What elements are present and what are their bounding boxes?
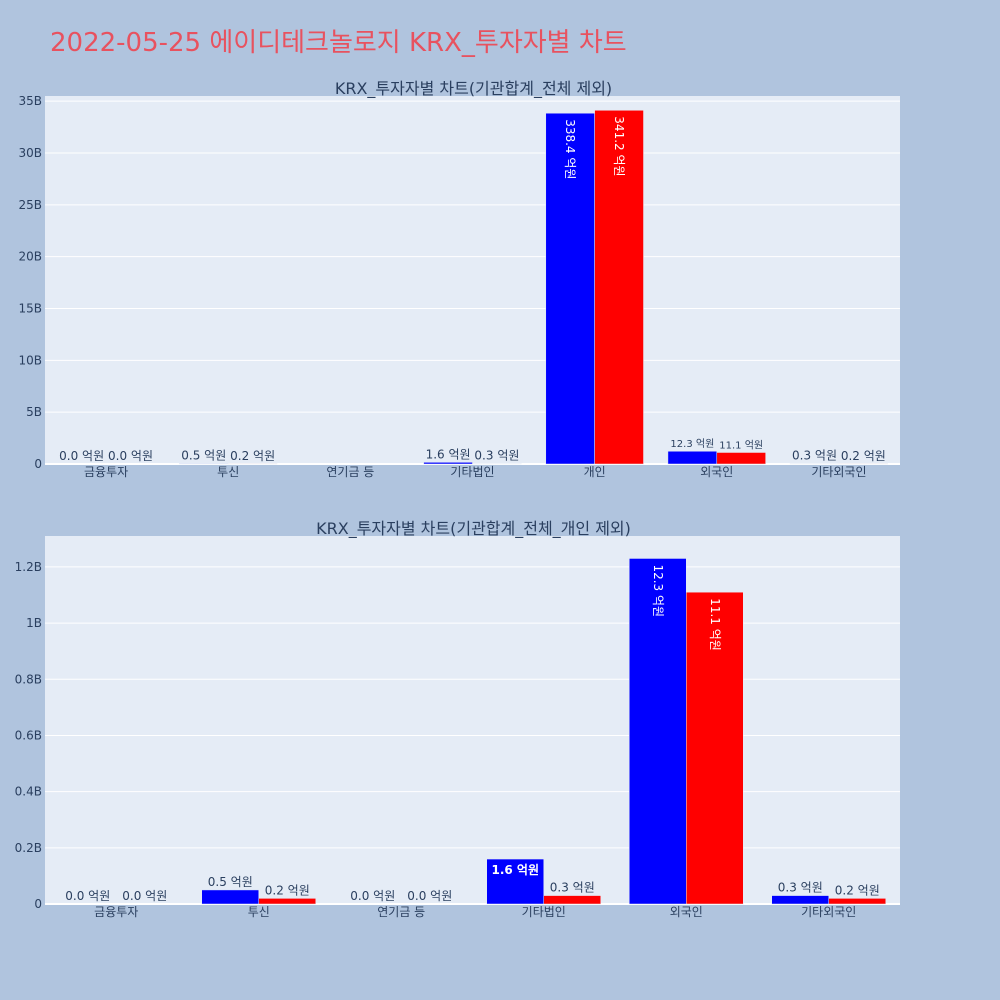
data-label: 1.6 억원 bbox=[491, 863, 539, 877]
data-label: 341.2 억원 bbox=[612, 116, 626, 176]
y-tick-label: 0 bbox=[34, 457, 42, 471]
chart-title: KRX_투자자별 차트(기관합계_전체_개인 제외) bbox=[316, 519, 631, 539]
data-label: 0.2 억원 bbox=[265, 883, 310, 897]
y-tick-label: 35B bbox=[18, 94, 42, 108]
data-label: 0.3 억원 bbox=[792, 449, 837, 463]
chart-title: KRX_투자자별 차트(기관합계_전체 제외) bbox=[335, 79, 612, 99]
x-tick-label: 투신 bbox=[248, 905, 270, 919]
y-tick-label: 1B bbox=[26, 616, 42, 630]
y-tick-label: 1.2B bbox=[15, 560, 42, 574]
x-tick-label: 기타외국인 bbox=[801, 905, 856, 919]
bar bbox=[201, 889, 259, 905]
x-tick-label: 기타외국인 bbox=[811, 465, 866, 479]
y-tick-label: 30B bbox=[18, 146, 42, 160]
y-tick-label: 10B bbox=[18, 353, 42, 367]
x-tick-label: 금융투자 bbox=[84, 465, 128, 479]
data-label: 0.2 억원 bbox=[230, 449, 275, 463]
y-tick-label: 0.8B bbox=[15, 672, 42, 686]
x-tick-label: 외국인 bbox=[700, 465, 733, 479]
data-label: 0.2 억원 bbox=[835, 883, 880, 897]
data-label: 0.3 억원 bbox=[474, 449, 519, 463]
data-label: 12.3 억원 bbox=[670, 438, 714, 450]
x-tick-label: 연기금 등 bbox=[377, 905, 425, 919]
chart-bottom: 0 0.2B 0.4B 0.6B 0.8B 1B 1.2B KRX_투자자별 차트(기관합계_… bbox=[15, 519, 900, 919]
data-label: 1.6 억원 bbox=[426, 447, 471, 461]
page-title: 2022-05-25 에이디테크놀로지 KRX_투자자별 차트 bbox=[50, 28, 627, 58]
bar bbox=[423, 462, 473, 465]
data-label: 0.3 억원 bbox=[550, 881, 595, 895]
x-tick-label: 외국인 bbox=[670, 905, 703, 919]
y-tick-label: 0.6B bbox=[15, 728, 42, 742]
y-tick-label: 0.4B bbox=[15, 785, 42, 799]
bar bbox=[686, 591, 744, 905]
x-tick-label: 연기금 등 bbox=[326, 465, 374, 479]
x-tick-label: 기타법인 bbox=[522, 905, 566, 919]
plot-area bbox=[45, 96, 900, 464]
bar bbox=[258, 898, 316, 905]
y-tick-label: 0.2B bbox=[15, 841, 42, 855]
x-tick-label: 기타법인 bbox=[450, 465, 494, 479]
data-label: 0.5 억원 bbox=[208, 875, 253, 889]
bar bbox=[828, 898, 886, 905]
bar bbox=[543, 895, 601, 905]
y-tick-label: 0 bbox=[34, 897, 42, 911]
data-label: 0.0 억원 bbox=[59, 449, 104, 463]
x-tick-label: 투신 bbox=[217, 465, 239, 479]
data-label: 0.0 억원 bbox=[108, 449, 153, 463]
bar bbox=[594, 110, 644, 465]
bar bbox=[771, 895, 829, 905]
data-label: 0.0 억원 bbox=[350, 889, 395, 903]
bar bbox=[667, 450, 718, 465]
data-label: 0.3 억원 bbox=[778, 881, 823, 895]
data-label: 12.3 억원 bbox=[651, 564, 665, 617]
data-label: 11.1 억원 bbox=[708, 598, 722, 651]
data-label: 338.4 억원 bbox=[563, 119, 577, 179]
data-label: 11.1 억원 bbox=[719, 439, 763, 451]
data-label: 0.0 억원 bbox=[122, 889, 167, 903]
y-tick-label: 15B bbox=[18, 302, 42, 316]
y-tick-label: 25B bbox=[18, 198, 42, 212]
bar bbox=[545, 112, 595, 465]
bar bbox=[629, 558, 687, 905]
bar bbox=[179, 463, 229, 465]
x-tick-label: 개인 bbox=[584, 465, 606, 479]
x-tick-label: 금융투자 bbox=[94, 905, 138, 919]
data-label: 0.5 억원 bbox=[181, 448, 226, 462]
bar bbox=[486, 858, 544, 905]
data-label: 0.0 억원 bbox=[65, 889, 110, 903]
data-label: 0.0 억원 bbox=[407, 889, 452, 903]
bar bbox=[716, 452, 766, 465]
y-tick-label: 5B bbox=[26, 405, 42, 419]
data-label: 0.2 억원 bbox=[841, 449, 886, 463]
chart-top: 0 5B 10B 15B 20B 25B 30B 35B KRX_투자자별 차트(기관합계_전체… bbox=[18, 79, 900, 479]
y-tick-label: 20B bbox=[18, 250, 42, 264]
plot-area bbox=[45, 536, 900, 904]
